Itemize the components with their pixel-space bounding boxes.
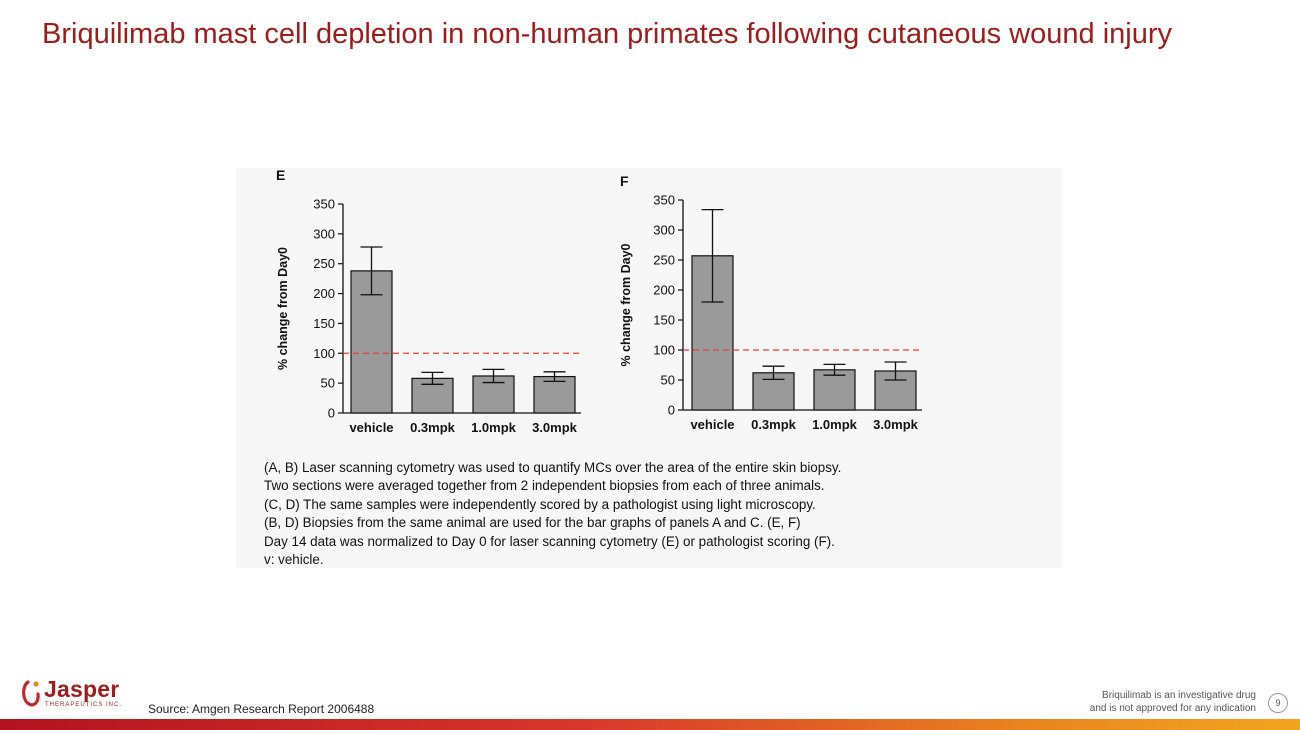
y-tick-label: 300	[653, 223, 675, 238]
bar-3.0mpk	[533, 375, 576, 414]
x-tick-label: vehicle	[690, 417, 734, 432]
footer-gradient-bar	[0, 719, 1300, 730]
disclaimer-line: and is not approved for any indication	[1089, 703, 1256, 714]
caption-line: Two sections were averaged together from…	[264, 478, 825, 494]
y-tick-label: 350	[313, 197, 335, 212]
panel-label: F	[620, 173, 629, 189]
y-tick-label: 350	[653, 193, 675, 208]
y-axis-label: % change from Day0	[276, 247, 290, 370]
y-tick-label: 100	[313, 346, 335, 361]
page-number: 9	[1268, 693, 1288, 713]
x-tick-label: 1.0mpk	[471, 420, 517, 435]
x-tick-label: 3.0mpk	[873, 417, 919, 432]
logo-name: Jasper	[44, 676, 120, 702]
bar-vehicle	[350, 270, 393, 414]
figure-caption: (A, B) Laser scanning cytometry was used…	[264, 459, 1024, 569]
y-tick-label: 250	[313, 256, 335, 271]
y-tick-label: 250	[653, 253, 675, 268]
y-axis-label: % change from Day0	[619, 243, 633, 366]
caption-line: (C, D) The same samples were independent…	[264, 496, 816, 512]
source-note: Source: Amgen Research Report 2006488	[148, 702, 375, 716]
bar-1.0mpk	[472, 375, 515, 414]
y-tick-label: 0	[328, 406, 335, 421]
y-tick-label: 50	[661, 373, 675, 388]
x-tick-label: 3.0mpk	[532, 420, 578, 435]
y-tick-label: 50	[321, 376, 335, 391]
y-tick-label: 100	[653, 343, 675, 358]
y-tick-label: 150	[313, 316, 335, 331]
caption-line: v: vehicle.	[264, 552, 324, 568]
caption-line: Day 14 data was normalized to Day 0 for …	[264, 533, 835, 549]
y-tick-label: 200	[313, 286, 335, 301]
y-tick-label: 200	[653, 283, 675, 298]
x-tick-label: 0.3mpk	[751, 417, 797, 432]
company-logo: Jasper THERAPEUTICS INC.	[20, 676, 140, 714]
y-tick-label: 300	[313, 226, 335, 241]
slide-title: Briquilimab mast cell depletion in non-h…	[42, 18, 1172, 50]
x-tick-label: 1.0mpk	[812, 417, 858, 432]
caption-line: (A, B) Laser scanning cytometry was used…	[264, 460, 842, 475]
y-tick-label: 150	[653, 313, 675, 328]
bar-1.0mpk	[813, 369, 856, 411]
panel-label: E	[276, 167, 285, 183]
jasper-logo-icon	[22, 680, 40, 707]
caption-line: (B, D) Biopsies from the same animal are…	[264, 515, 801, 531]
disclaimer-line: Briquilimab is an investigative drug	[1102, 690, 1256, 701]
x-tick-label: vehicle	[349, 420, 393, 435]
disclaimer: Briquilimab is an investigative drug and…	[1090, 689, 1256, 715]
logo-tagline: THERAPEUTICS INC.	[45, 702, 123, 708]
x-tick-label: 0.3mpk	[410, 420, 456, 435]
y-tick-label: 0	[668, 403, 675, 418]
